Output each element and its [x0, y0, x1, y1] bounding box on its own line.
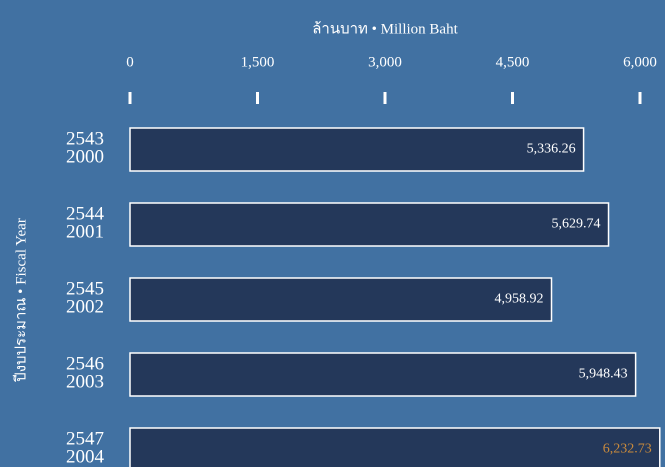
x-axis-title: ล้านบาท • Million Baht [312, 20, 458, 37]
bar [129, 127, 585, 172]
y-tick-label: 2546 2003 [66, 354, 104, 393]
x-tick-label: 3,000 [368, 54, 402, 70]
value-label: 4,958.92 [495, 292, 544, 307]
x-tick-label: 6,000 [623, 54, 657, 70]
bar [129, 427, 661, 467]
y-axis-title: ปีงบประมาณ • Fiscal Year [12, 218, 29, 383]
x-tick-label: 1,500 [241, 54, 275, 70]
x-tick-label: 4,500 [496, 54, 530, 70]
bar [129, 352, 637, 397]
value-label: 5,629.74 [552, 217, 601, 232]
value-label: 5,948.43 [579, 367, 628, 382]
value-label: 5,336.26 [527, 142, 576, 157]
bar [129, 202, 610, 247]
y-tick-label: 2545 2002 [66, 279, 104, 318]
x-tick-label: 0 [126, 54, 134, 70]
y-tick-label: 2544 2001 [66, 204, 105, 243]
y-tick-label: 2547 2004 [66, 429, 105, 467]
bar [129, 277, 553, 322]
value-label: 6,232.73 [603, 442, 652, 457]
y-tick-label: 2543 2000 [66, 129, 104, 168]
